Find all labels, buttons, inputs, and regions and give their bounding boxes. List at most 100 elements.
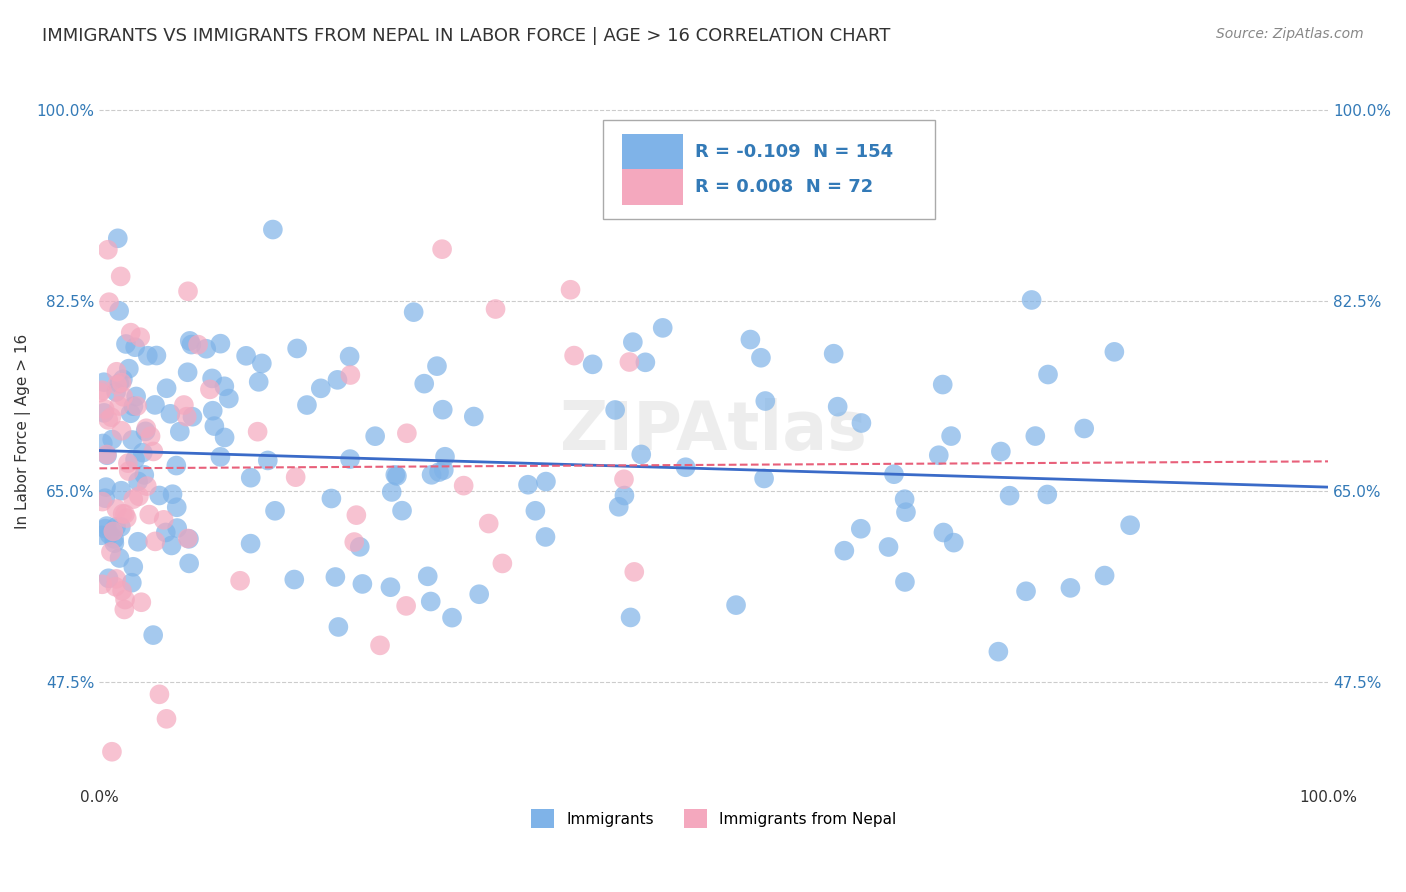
Point — [894, 505, 917, 519]
Legend: Immigrants, Immigrants from Nepal: Immigrants, Immigrants from Nepal — [524, 803, 903, 834]
Point — [998, 489, 1021, 503]
Point — [284, 470, 307, 484]
Point — [105, 572, 128, 586]
Point — [90, 383, 112, 397]
Point — [675, 460, 697, 475]
Point — [420, 467, 443, 482]
Point — [115, 511, 138, 525]
Point — [214, 379, 236, 393]
Point — [177, 532, 200, 546]
Point — [344, 508, 367, 522]
Point — [235, 349, 257, 363]
Point — [893, 492, 915, 507]
Point — [201, 371, 224, 385]
Point — [135, 425, 157, 439]
Point — [326, 373, 349, 387]
Point — [108, 551, 131, 566]
Point — [179, 334, 201, 348]
Point — [491, 557, 513, 571]
Point — [101, 745, 124, 759]
Point — [89, 385, 111, 400]
Point — [145, 349, 167, 363]
Text: ZIPAtlas: ZIPAtlas — [561, 398, 868, 464]
Point — [1059, 581, 1081, 595]
Point — [105, 377, 128, 392]
Point — [155, 525, 177, 540]
Point — [939, 429, 962, 443]
Point — [91, 436, 114, 450]
Point — [433, 463, 456, 477]
Point — [256, 453, 278, 467]
Point — [384, 467, 406, 482]
Point — [98, 295, 121, 310]
Point — [173, 398, 195, 412]
Text: R = -0.109  N = 154: R = -0.109 N = 154 — [696, 143, 893, 161]
Point — [94, 480, 117, 494]
Point — [851, 416, 873, 430]
Point — [395, 599, 418, 613]
Point — [93, 375, 115, 389]
Point — [339, 368, 361, 382]
Point — [132, 445, 155, 459]
Point — [343, 535, 366, 549]
Point — [430, 242, 453, 256]
Point — [128, 489, 150, 503]
Point — [91, 494, 114, 508]
Point — [121, 433, 143, 447]
Point — [179, 557, 201, 571]
Point — [162, 487, 184, 501]
Point — [143, 534, 166, 549]
Point — [339, 452, 361, 467]
Point — [562, 349, 585, 363]
Point — [169, 425, 191, 439]
Point — [1073, 421, 1095, 435]
Point — [195, 342, 218, 356]
Point — [246, 425, 269, 439]
Point — [120, 326, 142, 340]
Point — [630, 447, 652, 461]
Point — [94, 491, 117, 506]
Point — [112, 390, 135, 404]
Point — [166, 521, 188, 535]
Point — [90, 528, 112, 542]
Point — [381, 485, 404, 500]
Point — [105, 384, 128, 399]
Point — [752, 471, 775, 485]
Point — [160, 538, 183, 552]
Point — [121, 575, 143, 590]
Point — [120, 406, 142, 420]
Point — [103, 532, 125, 546]
Point — [107, 231, 129, 245]
Point — [103, 536, 125, 550]
Point — [1024, 429, 1046, 443]
Point — [135, 479, 157, 493]
Point — [987, 645, 1010, 659]
Point — [402, 305, 425, 319]
Point — [111, 372, 134, 386]
Point — [426, 359, 449, 373]
Point — [112, 602, 135, 616]
Point — [623, 565, 645, 579]
Point — [187, 337, 209, 351]
Point — [613, 489, 636, 503]
Point — [142, 628, 165, 642]
Point — [931, 377, 953, 392]
Point — [894, 574, 917, 589]
Point — [122, 492, 145, 507]
Point — [136, 349, 159, 363]
Point — [159, 407, 181, 421]
Point — [262, 222, 284, 236]
Point — [283, 573, 305, 587]
Point — [877, 540, 900, 554]
Point — [434, 450, 457, 464]
Point — [380, 580, 402, 594]
Point — [127, 534, 149, 549]
Point — [117, 456, 139, 470]
Point — [118, 361, 141, 376]
Point — [218, 392, 240, 406]
Point — [93, 406, 115, 420]
Point — [416, 569, 439, 583]
Point — [122, 399, 145, 413]
Point — [118, 464, 141, 478]
Point — [148, 687, 170, 701]
